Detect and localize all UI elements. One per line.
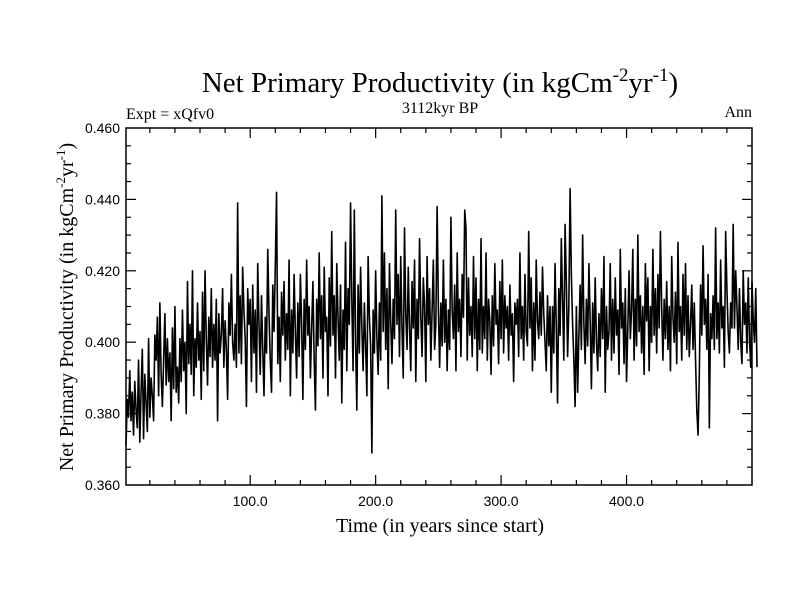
y-tick-label: 0.400 [85,334,120,350]
plot-frame [125,127,753,486]
chart-subtitle: 3112kyr BP [402,100,478,117]
x-tick-label: 400.0 [609,493,644,509]
y-tick-label: 0.380 [85,406,120,422]
y-tick-label: 0.420 [85,263,120,279]
y-axis-ticks: 0.360 0.380 0.400 0.420 0.440 0.460 [85,120,752,493]
x-axis-label: Time (in years since start) [336,515,544,537]
x-tick-label: 200.0 [358,493,393,509]
experiment-label: Expt = xQfv0 [126,106,214,123]
season-label: Ann [724,104,752,121]
chart-title: Net Primary Productivity (in kgCm-2yr-1) [202,65,678,99]
y-tick-label: 0.460 [85,120,120,136]
x-tick-label: 300.0 [484,493,519,509]
y-tick-label: 0.440 [85,191,120,207]
x-tick-label: 100.0 [233,493,268,509]
x-axis-ticks: 100.0 200.0 300.0 400.0 [149,128,728,509]
y-axis-label: Net Primary Productivity (in kgCm-2yr-1) [53,143,78,471]
npp-series-line [125,187,758,454]
y-tick-label: 0.360 [85,477,120,493]
